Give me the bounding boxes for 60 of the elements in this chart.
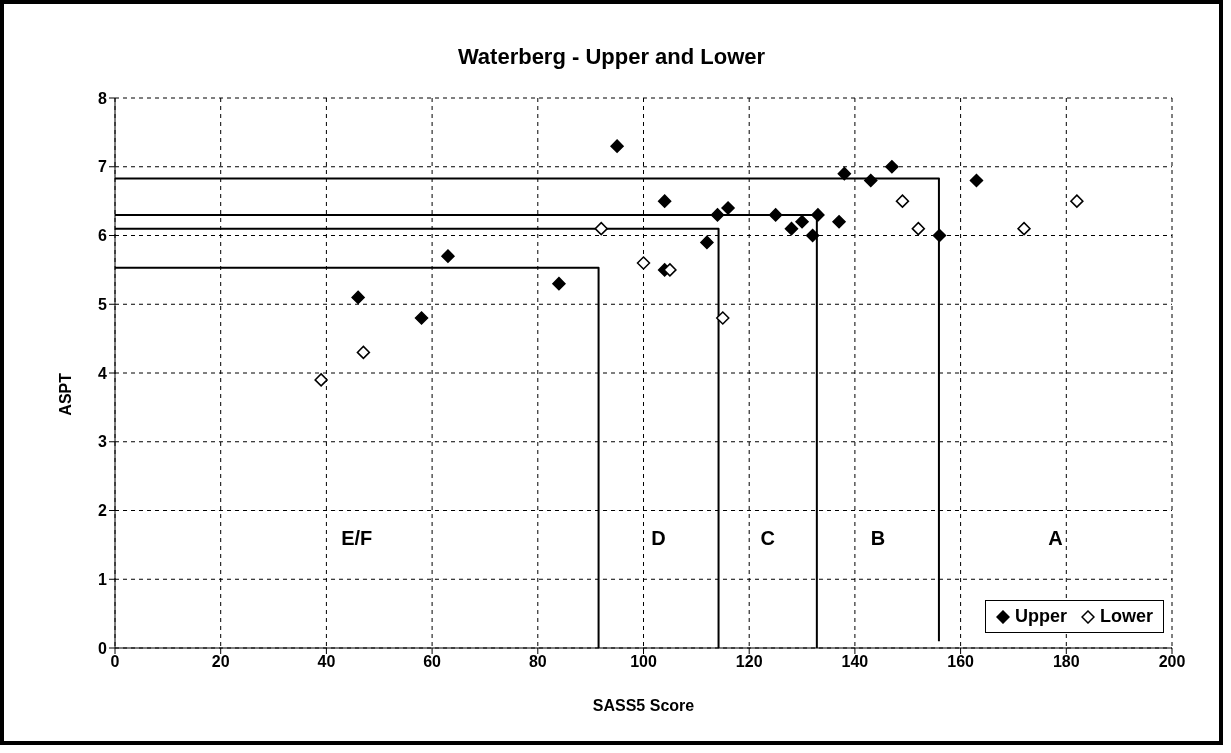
point [594,221,608,236]
point [441,249,455,263]
legend-label: Upper [1013,606,1067,627]
point [811,208,825,222]
y-tick-label: 8 [98,89,108,107]
x-tick-label: 0 [110,653,120,671]
point [885,160,899,174]
point [351,290,365,305]
y-tick-label: 6 [98,227,108,245]
x-tick-label: 160 [947,653,975,671]
annotation: D [651,526,666,550]
legend-label: Lower [1099,606,1153,627]
point [969,173,984,188]
x-tick-label: 40 [317,653,336,671]
point [832,215,846,229]
x-tick-label: 120 [735,653,763,671]
x-tick-label: 80 [528,653,547,671]
y-tick-label: 3 [98,433,108,451]
x-tick-label: 140 [841,653,869,671]
x-tick-label: 100 [630,653,657,671]
point [911,221,926,236]
x-axis-title: SASS5 Score [592,697,695,715]
point [700,235,714,250]
point [610,139,624,153]
point [932,228,947,243]
annotation: E/F [341,526,373,550]
annotation: C [760,526,775,550]
y-tick-label: 2 [98,502,108,520]
point [552,276,566,291]
point [1070,194,1084,208]
y-tick-label: 0 [98,639,108,657]
point [864,173,878,188]
point [663,263,677,277]
y-axis-title: ASPT [56,372,74,416]
y-tick-label: 7 [98,158,108,176]
point [710,208,725,222]
point [895,194,910,208]
point [356,345,371,360]
x-tick-label: 20 [211,653,230,671]
point [657,194,672,208]
point [636,256,651,270]
point [795,215,809,229]
point [414,311,429,325]
point [721,201,735,215]
y-tick-label: 1 [98,570,108,588]
annotation: B [870,526,886,550]
point [805,228,820,243]
y-tick-label: 4 [98,364,108,382]
point [1017,221,1031,236]
point [837,166,852,181]
annotation: A [1048,526,1063,550]
point [716,311,730,325]
x-tick-label: 200 [1158,653,1186,671]
point [768,208,783,222]
x-tick-label: 60 [423,653,442,671]
chart-title: Waterberg - Upper and Lower [456,44,767,70]
x-tick-label: 180 [1052,653,1080,671]
y-tick-label: 5 [98,295,108,313]
point [784,221,799,236]
point [314,373,328,387]
